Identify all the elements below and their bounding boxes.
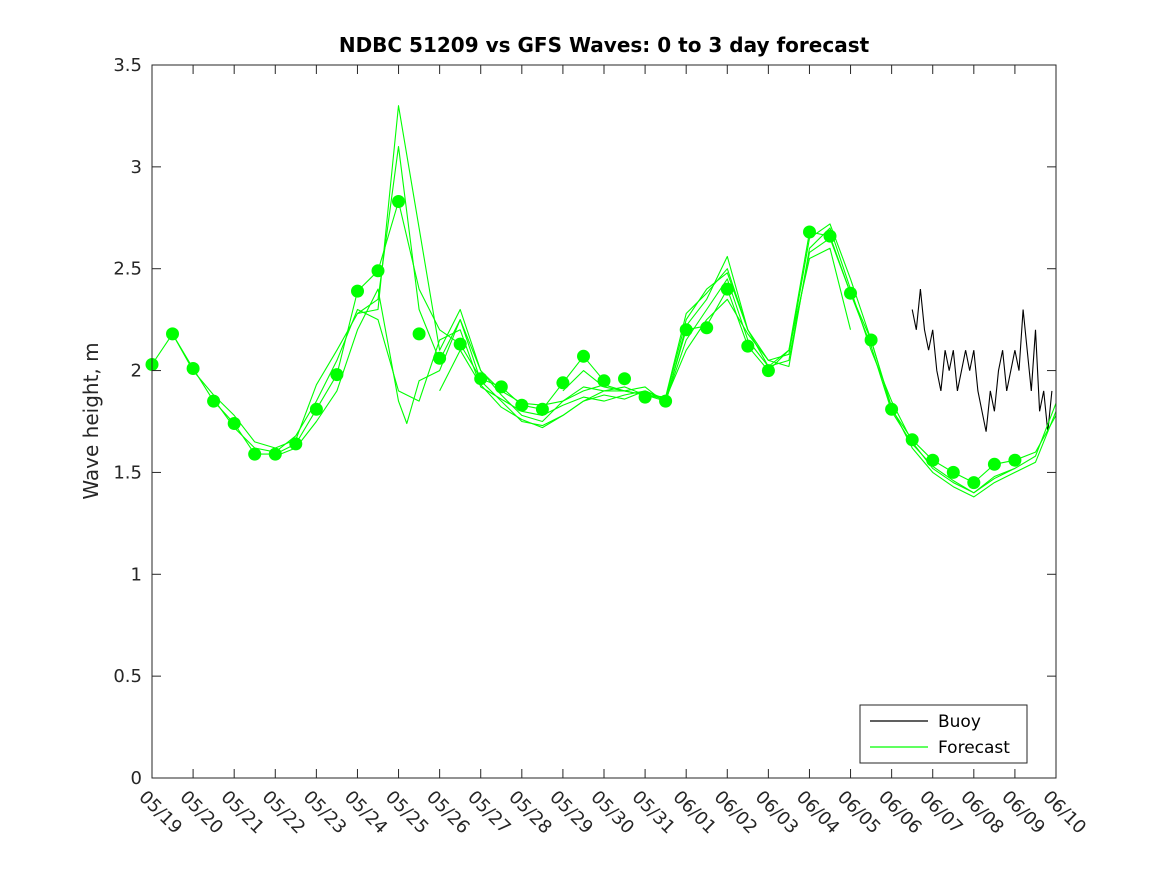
forecast-point-19 (515, 398, 529, 412)
forecast-run-line-5 (357, 105, 1057, 498)
forecast-point-27 (679, 323, 693, 337)
forecast-run-line-6 (439, 237, 1057, 494)
forecast-point-32 (803, 225, 816, 239)
y-tick-label: 1.5 (113, 462, 142, 483)
forecast-point-4 (207, 394, 221, 408)
forecast-point-39 (946, 465, 960, 479)
forecast-point-6 (248, 447, 262, 461)
plot-area (152, 65, 1056, 778)
forecast-point-9 (309, 402, 323, 416)
forecast-point-35 (864, 333, 878, 347)
forecast-point-13 (392, 195, 405, 208)
forecast-point-34 (844, 286, 857, 300)
forecast-point-18 (494, 380, 508, 394)
forecast-point-5 (227, 417, 241, 430)
forecast-point-12 (371, 264, 385, 278)
forecast-point-30 (741, 339, 755, 353)
forecast-point-8 (289, 437, 303, 451)
y-tick-label: 3.5 (113, 55, 142, 76)
forecast-run-line-3 (213, 247, 852, 453)
forecast-point-37 (905, 433, 919, 447)
forecast-point-17 (474, 372, 488, 386)
forecast-point-10 (330, 368, 344, 382)
forecast-point-15 (433, 351, 447, 365)
forecast-point-2 (166, 327, 179, 341)
buoy-line (911, 289, 1053, 432)
forecast-point-29 (720, 282, 734, 296)
y-tick-label: 2 (131, 361, 142, 382)
forecast-point-42 (1008, 453, 1022, 467)
y-tick-label: 1 (131, 564, 142, 585)
forecast-point-11 (351, 284, 364, 298)
forecast-point-24 (618, 372, 631, 386)
legend-box (859, 704, 1028, 764)
y-axis-label: Wave height, m (79, 342, 103, 499)
forecast-point-41 (987, 457, 1001, 471)
forecast-point-36 (885, 402, 899, 416)
forecast-point-7 (268, 447, 282, 461)
forecast-point-22 (577, 349, 590, 363)
forecast-point-33 (823, 229, 837, 243)
legend: Buoy Forecast (859, 704, 1028, 764)
forecast-point-26 (659, 394, 673, 408)
forecast-point-28 (700, 321, 714, 335)
chart-title: NDBC 51209 vs GFS Waves: 0 to 3 day fore… (339, 33, 870, 57)
forecast-point-38 (926, 453, 940, 467)
forecast-point-14 (412, 327, 426, 341)
legend-label-forecast: Forecast (938, 738, 1010, 758)
forecast-point-3 (186, 362, 200, 375)
y-tick-label: 2.5 (113, 259, 142, 280)
forecast-point-21 (556, 376, 570, 390)
forecast-point-31 (761, 364, 775, 378)
forecast-run-line-4 (275, 227, 1016, 494)
forecast-point-20 (535, 402, 549, 416)
forecast-point-25 (638, 390, 652, 404)
forecast-point-40 (967, 476, 981, 490)
y-tick-label: 3 (131, 157, 142, 178)
forecast-point-16 (453, 337, 467, 351)
y-tick-label: 0 (131, 768, 142, 789)
y-tick-label: 0.5 (113, 666, 142, 687)
forecast-point-23 (597, 374, 611, 388)
legend-label-buoy: Buoy (938, 712, 981, 732)
